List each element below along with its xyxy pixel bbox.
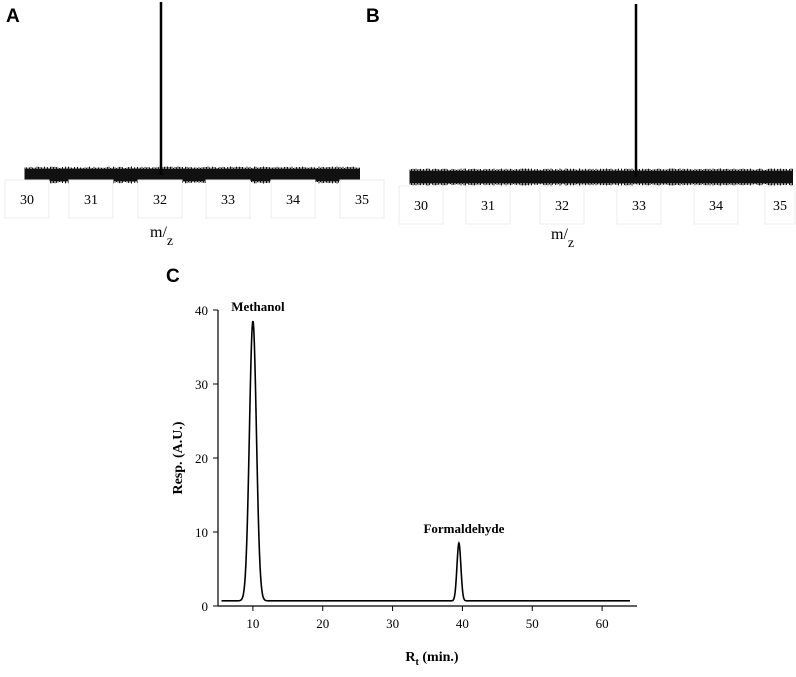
panel-a-noise-fuzz xyxy=(24,166,360,184)
panel-a-baseline-noise xyxy=(24,166,360,184)
panel-a-tick-label-30: 30 xyxy=(20,193,34,208)
panel-c-peak-labels: Methanol Formaldehyde xyxy=(231,299,504,536)
panel-c-xtick-label-10: 10 xyxy=(246,616,259,631)
panel-a-tick-label-32: 32 xyxy=(153,193,167,208)
panel-c-y-ticks: 0 10 20 30 40 xyxy=(195,303,218,614)
panel-a-tick-label-35: 35 xyxy=(355,193,369,208)
panel-c-x-ticks: 10 20 30 40 50 60 xyxy=(246,606,609,631)
panel-a-xlabel-m: m xyxy=(150,224,163,241)
panel-c-peak-label-methanol: Methanol xyxy=(231,299,285,314)
panel-c-trace-line xyxy=(221,320,631,602)
panel-a-tick-label-34: 34 xyxy=(286,193,300,208)
panel-b-tick-box-32 xyxy=(539,185,585,225)
panel-c-ytick-label-0: 0 xyxy=(202,599,209,614)
panel-c-ylabel: Resp. (A.U.) xyxy=(171,421,186,494)
panel-a-tick-box-31 xyxy=(68,179,114,219)
panel-a-tick-box-32 xyxy=(137,179,183,219)
panel-a-xlabel-slash: / xyxy=(162,224,167,241)
panel-a-xlabel: m/z xyxy=(150,224,173,249)
panel-b-tick-label-32: 32 xyxy=(555,199,569,214)
panel-c-letter: C xyxy=(166,266,180,287)
panel-b-tick-label-31: 31 xyxy=(481,199,495,214)
panel-c-chromatogram: 0 10 20 30 40 10 20 30 40 50 60 Methanol Formaldeh… xyxy=(171,299,637,668)
panel-b-mass-spectrum: 30 31 32 33 34 35 m/z xyxy=(398,4,796,251)
panel-b-tick-box-30 xyxy=(398,185,444,225)
panel-c-peak-label-formaldehyde: Formaldehyde xyxy=(423,521,504,536)
panel-b-xlabel-z: z xyxy=(568,236,574,251)
panel-c-xlabel-r: R xyxy=(405,650,416,665)
panel-c-xtick-label-50: 50 xyxy=(526,616,539,631)
panel-c-ytick-label-20: 20 xyxy=(195,451,208,466)
panel-a-tick-box-34 xyxy=(270,179,316,219)
panel-b-tick-label-33: 33 xyxy=(632,199,646,214)
panel-c-xtick-label-40: 40 xyxy=(456,616,469,631)
panel-b-letter: B xyxy=(366,6,380,27)
panel-b-tick-label-30: 30 xyxy=(414,199,428,214)
panel-c-ytick-label-40: 40 xyxy=(195,303,208,318)
panel-a-letter: A xyxy=(6,6,20,27)
panel-a-tick-label-31: 31 xyxy=(84,193,98,208)
panel-c-xtick-label-20: 20 xyxy=(316,616,329,631)
panel-a-mass-spectrum: 30 31 32 33 34 35 m/z xyxy=(4,2,385,249)
panel-b-xlabel: m/z xyxy=(551,226,574,251)
panel-c-ytick-label-10: 10 xyxy=(195,525,208,540)
panel-b-ticks: 30 31 32 33 34 35 xyxy=(398,185,796,225)
panel-c-xtick-label-30: 30 xyxy=(386,616,399,631)
panel-a-tick-label-33: 33 xyxy=(221,193,235,208)
panel-c-xlabel: Rt (min.) xyxy=(405,650,458,668)
panel-b-tick-label-34: 34 xyxy=(709,199,723,214)
panel-c-xtick-label-60: 60 xyxy=(596,616,609,631)
panel-b-xlabel-slash: / xyxy=(563,226,568,243)
panel-b-xlabel-m: m xyxy=(551,226,564,243)
panel-c-ytick-label-30: 30 xyxy=(195,377,208,392)
panel-a-tick-box-35 xyxy=(339,179,385,219)
panel-b-tick-label-35: 35 xyxy=(773,199,787,214)
panel-b-tick-box-31 xyxy=(465,185,511,225)
panel-b-tick-box-33 xyxy=(616,185,662,225)
panel-b-baseline-noise xyxy=(409,168,793,186)
panel-c-xlabel-min: (min.) xyxy=(419,650,459,665)
panel-a-ticks: 30 31 32 33 34 35 xyxy=(4,179,385,219)
panel-a-tick-box-30 xyxy=(4,179,50,219)
panel-a-tick-box-33 xyxy=(205,179,251,219)
panel-b-tick-box-34 xyxy=(693,185,739,225)
panel-c-xlabel-t: t xyxy=(416,657,420,668)
panel-a-xlabel-z: z xyxy=(167,234,173,249)
panel-b-tick-box-35 xyxy=(764,185,796,225)
panel-b-noise-fuzz xyxy=(409,168,793,186)
